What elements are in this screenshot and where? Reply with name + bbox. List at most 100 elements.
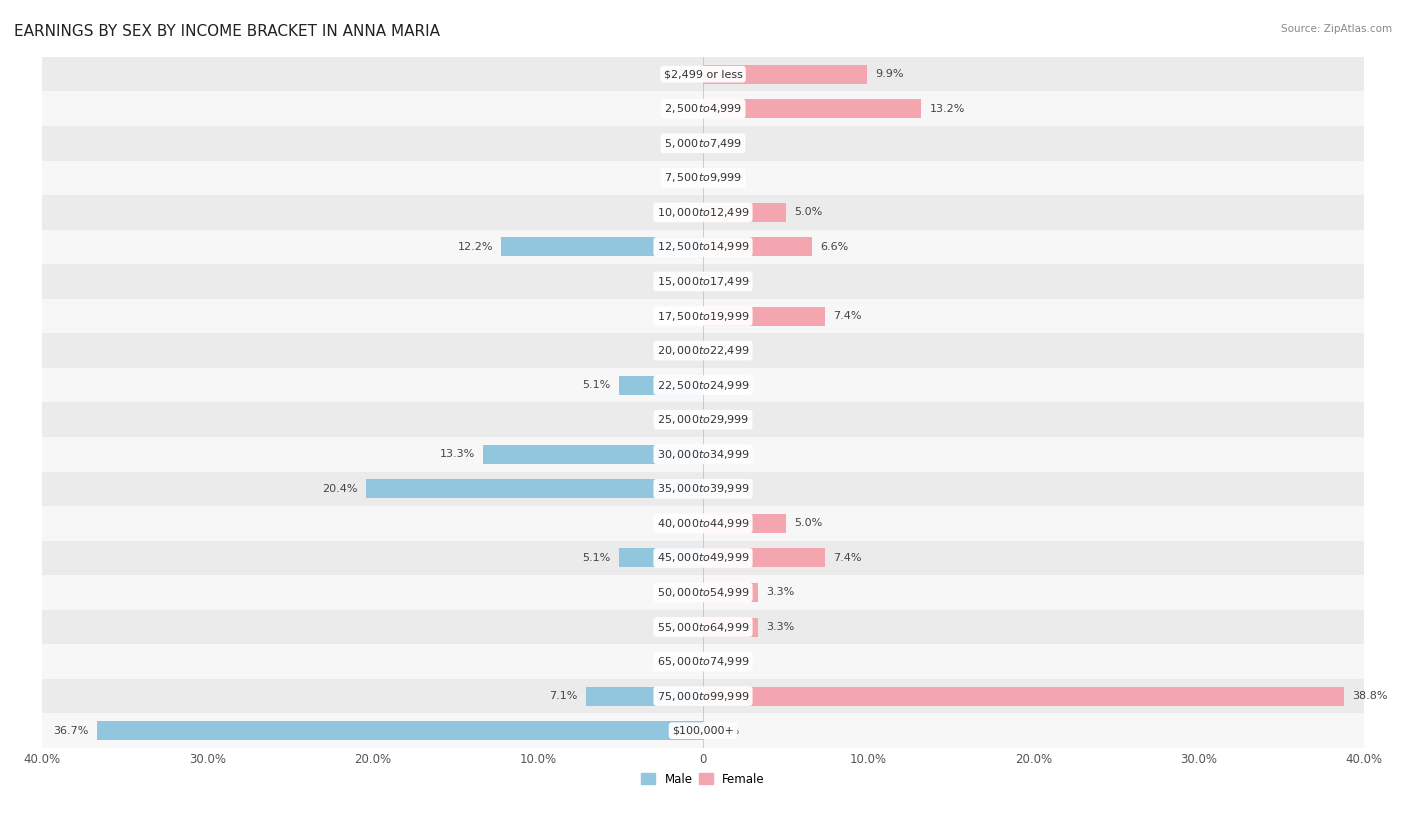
Text: 0.0%: 0.0% bbox=[711, 450, 740, 459]
Text: 5.0%: 5.0% bbox=[794, 207, 823, 217]
Text: 0.0%: 0.0% bbox=[666, 207, 695, 217]
Text: 0.0%: 0.0% bbox=[711, 380, 740, 390]
Text: 0.0%: 0.0% bbox=[666, 622, 695, 632]
Text: $12,500 to $14,999: $12,500 to $14,999 bbox=[657, 241, 749, 254]
Legend: Male, Female: Male, Female bbox=[637, 768, 769, 790]
Text: 0.0%: 0.0% bbox=[666, 588, 695, 598]
Text: 0.0%: 0.0% bbox=[666, 173, 695, 183]
Text: $50,000 to $54,999: $50,000 to $54,999 bbox=[657, 586, 749, 599]
Bar bbox=[703, 514, 786, 533]
Text: $10,000 to $12,499: $10,000 to $12,499 bbox=[657, 206, 749, 219]
Text: 6.6%: 6.6% bbox=[820, 242, 849, 252]
Text: 5.1%: 5.1% bbox=[582, 380, 610, 390]
Bar bbox=[42, 541, 1364, 575]
Text: 3.3%: 3.3% bbox=[766, 622, 794, 632]
Bar bbox=[42, 472, 1364, 506]
Text: $2,500 to $4,999: $2,500 to $4,999 bbox=[664, 102, 742, 115]
Text: 0.0%: 0.0% bbox=[666, 276, 695, 286]
Text: $17,500 to $19,999: $17,500 to $19,999 bbox=[657, 310, 749, 323]
Bar bbox=[42, 575, 1364, 610]
Bar bbox=[42, 160, 1364, 195]
Text: $55,000 to $64,999: $55,000 to $64,999 bbox=[657, 620, 749, 633]
Text: $35,000 to $39,999: $35,000 to $39,999 bbox=[657, 482, 749, 495]
Text: 0.0%: 0.0% bbox=[711, 484, 740, 493]
Text: 0.0%: 0.0% bbox=[666, 138, 695, 148]
Bar bbox=[42, 506, 1364, 541]
Text: 7.4%: 7.4% bbox=[834, 553, 862, 563]
Text: $22,500 to $24,999: $22,500 to $24,999 bbox=[657, 379, 749, 392]
Text: 13.3%: 13.3% bbox=[440, 450, 475, 459]
Text: 0.0%: 0.0% bbox=[711, 657, 740, 667]
Bar bbox=[703, 65, 866, 84]
Text: $5,000 to $7,499: $5,000 to $7,499 bbox=[664, 137, 742, 150]
Text: 0.0%: 0.0% bbox=[711, 346, 740, 355]
Text: 12.2%: 12.2% bbox=[458, 242, 494, 252]
Text: $25,000 to $29,999: $25,000 to $29,999 bbox=[657, 413, 749, 426]
Bar bbox=[42, 714, 1364, 748]
Text: $15,000 to $17,499: $15,000 to $17,499 bbox=[657, 275, 749, 288]
Bar bbox=[42, 264, 1364, 298]
Text: 38.8%: 38.8% bbox=[1353, 691, 1388, 701]
Bar bbox=[42, 333, 1364, 367]
Text: 0.0%: 0.0% bbox=[711, 138, 740, 148]
Text: 0.0%: 0.0% bbox=[666, 104, 695, 114]
Text: 0.0%: 0.0% bbox=[666, 657, 695, 667]
Text: 13.2%: 13.2% bbox=[929, 104, 965, 114]
Bar bbox=[42, 298, 1364, 333]
Bar bbox=[42, 229, 1364, 264]
Text: $100,000+: $100,000+ bbox=[672, 726, 734, 736]
Bar bbox=[42, 437, 1364, 472]
Text: 7.4%: 7.4% bbox=[834, 311, 862, 321]
Bar bbox=[42, 367, 1364, 402]
Bar bbox=[42, 679, 1364, 714]
Text: $40,000 to $44,999: $40,000 to $44,999 bbox=[657, 517, 749, 530]
Text: $75,000 to $99,999: $75,000 to $99,999 bbox=[657, 689, 749, 702]
Text: 0.0%: 0.0% bbox=[666, 346, 695, 355]
Text: 3.3%: 3.3% bbox=[766, 588, 794, 598]
Bar bbox=[703, 99, 921, 118]
Bar bbox=[703, 307, 825, 325]
Bar bbox=[366, 480, 703, 498]
Text: 20.4%: 20.4% bbox=[322, 484, 357, 493]
Bar bbox=[703, 203, 786, 222]
Bar bbox=[42, 57, 1364, 91]
Text: 5.0%: 5.0% bbox=[794, 519, 823, 528]
Text: 0.0%: 0.0% bbox=[666, 69, 695, 79]
Bar bbox=[42, 195, 1364, 229]
Text: $2,499 or less: $2,499 or less bbox=[664, 69, 742, 79]
Text: 9.9%: 9.9% bbox=[875, 69, 903, 79]
Text: EARNINGS BY SEX BY INCOME BRACKET IN ANNA MARIA: EARNINGS BY SEX BY INCOME BRACKET IN ANN… bbox=[14, 24, 440, 39]
Bar bbox=[42, 644, 1364, 679]
Bar bbox=[97, 721, 703, 740]
Text: 0.0%: 0.0% bbox=[711, 415, 740, 424]
Bar bbox=[703, 237, 813, 256]
Bar bbox=[703, 583, 758, 602]
Text: 0.0%: 0.0% bbox=[711, 726, 740, 736]
Bar bbox=[703, 618, 758, 637]
Bar bbox=[703, 687, 1344, 706]
Text: $65,000 to $74,999: $65,000 to $74,999 bbox=[657, 655, 749, 668]
Text: 0.0%: 0.0% bbox=[711, 276, 740, 286]
Bar bbox=[619, 549, 703, 567]
Text: 36.7%: 36.7% bbox=[53, 726, 89, 736]
Bar bbox=[703, 549, 825, 567]
Text: 5.1%: 5.1% bbox=[582, 553, 610, 563]
Bar bbox=[586, 687, 703, 706]
Text: Source: ZipAtlas.com: Source: ZipAtlas.com bbox=[1281, 24, 1392, 34]
Text: 0.0%: 0.0% bbox=[666, 415, 695, 424]
Text: 0.0%: 0.0% bbox=[711, 173, 740, 183]
Bar bbox=[619, 376, 703, 394]
Bar bbox=[484, 445, 703, 463]
Text: 0.0%: 0.0% bbox=[666, 519, 695, 528]
Bar bbox=[42, 610, 1364, 644]
Text: $30,000 to $34,999: $30,000 to $34,999 bbox=[657, 448, 749, 461]
Bar bbox=[42, 402, 1364, 437]
Text: 0.0%: 0.0% bbox=[666, 311, 695, 321]
Text: $20,000 to $22,499: $20,000 to $22,499 bbox=[657, 344, 749, 357]
Text: $7,500 to $9,999: $7,500 to $9,999 bbox=[664, 172, 742, 185]
Bar bbox=[42, 126, 1364, 160]
Text: $45,000 to $49,999: $45,000 to $49,999 bbox=[657, 551, 749, 564]
Bar bbox=[42, 91, 1364, 126]
Text: 7.1%: 7.1% bbox=[550, 691, 578, 701]
Bar bbox=[502, 237, 703, 256]
